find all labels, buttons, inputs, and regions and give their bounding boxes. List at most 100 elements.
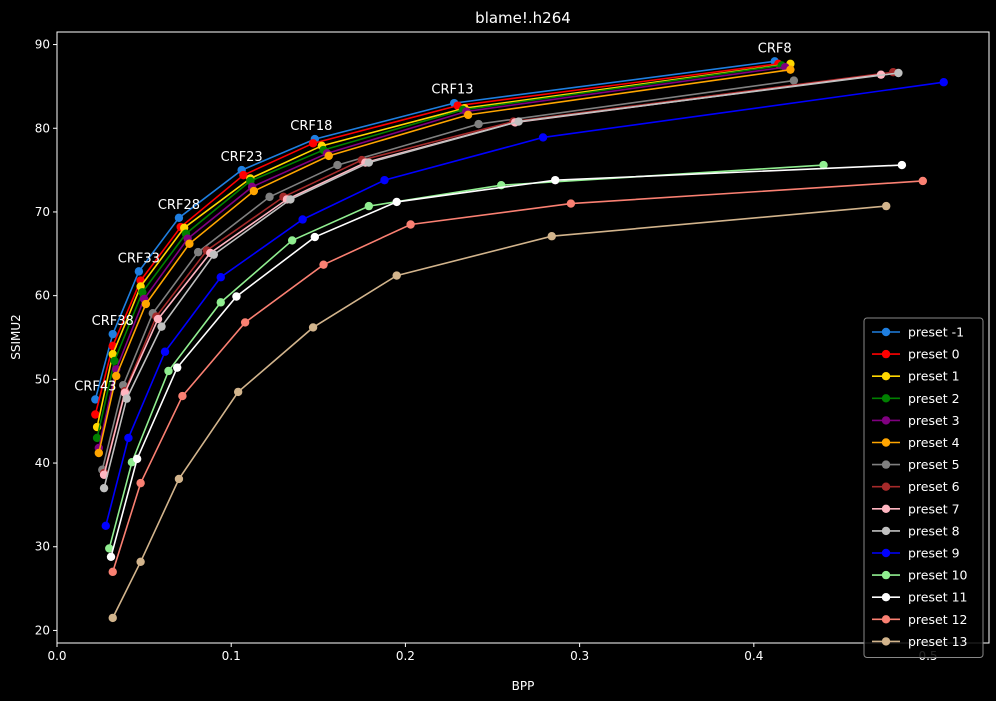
data-point: [918, 176, 928, 186]
legend: preset -1 preset 0 preset 1 preset 2 preset …: [863, 317, 984, 658]
series-line: [96, 63, 791, 428]
crf-annotation: CRF13: [431, 82, 473, 97]
data-point: [160, 347, 170, 356]
x-tick-label: 0.3: [570, 649, 589, 663]
data-point: [286, 195, 295, 204]
crf-annotations: CRF8 CRF13 CRF18 CRF23 CRF28 CRF33 CRF38 CRF43: [74, 41, 791, 394]
data-point: [185, 239, 194, 248]
series-line: [98, 68, 791, 454]
crf-annotation: CRF28: [158, 198, 200, 213]
plot-area: [91, 57, 948, 623]
data-point: [392, 271, 401, 280]
axes-frame: [56, 31, 990, 644]
data-point: [392, 197, 401, 207]
data-point: [265, 192, 274, 202]
legend-label: preset 4: [908, 435, 960, 450]
legend-item: preset 7: [872, 501, 960, 516]
y-tick-label: 40: [35, 456, 50, 470]
y-tick-label: 50: [35, 372, 50, 386]
data-point: [216, 273, 225, 282]
legend-swatch-marker: [881, 349, 891, 359]
y-tick-label: 80: [35, 121, 50, 135]
data-point: [249, 186, 259, 196]
data-point: [474, 119, 483, 129]
data-point: [105, 544, 114, 553]
legend-swatch-marker: [881, 438, 891, 447]
data-point: [157, 322, 166, 331]
data-point: [94, 448, 104, 458]
series-line: [96, 64, 782, 439]
legend-swatch-marker: [881, 526, 891, 536]
legend-box: [863, 317, 984, 658]
legend-swatch-marker: [881, 548, 891, 558]
data-point: [310, 232, 320, 242]
data-point: [232, 292, 241, 301]
data-point: [141, 299, 151, 309]
legend-item: preset 1: [872, 369, 960, 384]
data-point: [99, 483, 109, 493]
crf-annotation: CRF8: [758, 41, 792, 56]
data-point: [566, 199, 576, 208]
legend-swatch-marker: [881, 593, 891, 602]
data-point: [233, 387, 243, 397]
data-point: [108, 350, 117, 359]
series-line: [103, 72, 899, 489]
legend-swatch-marker: [881, 372, 891, 381]
series-line: [98, 66, 786, 449]
data-point: [324, 151, 333, 161]
x-axis-label: BPP: [512, 679, 535, 693]
data-point: [112, 371, 121, 381]
data-point: [136, 557, 145, 567]
legend-label: preset 7: [908, 501, 960, 516]
data-point: [882, 201, 891, 211]
data-point: [108, 567, 117, 577]
data-point: [193, 247, 203, 257]
legend-item: preset 12: [872, 612, 967, 627]
series-preset-13: [108, 201, 891, 623]
legend-swatch-marker: [881, 570, 891, 580]
series-preset-9: [101, 78, 948, 531]
y-tick-label: 70: [35, 205, 50, 219]
data-point: [333, 160, 342, 170]
data-point: [789, 76, 799, 85]
series-line: [108, 164, 824, 549]
legend-item: preset 11: [872, 590, 967, 605]
data-point: [108, 329, 117, 339]
legend-label: preset 3: [908, 413, 960, 428]
legend-label: preset 5: [908, 457, 960, 472]
data-point: [538, 133, 548, 142]
legend-item: preset 0: [872, 347, 960, 362]
crf-annotation: CRF18: [290, 119, 332, 134]
data-point: [364, 201, 374, 211]
legend-label: preset 1: [908, 369, 960, 384]
legend-item: preset 13: [872, 634, 967, 649]
series-line: [101, 79, 794, 470]
legend-item: preset -1: [872, 325, 964, 340]
legend-label: preset 6: [908, 479, 960, 494]
data-point: [91, 410, 100, 419]
data-point: [239, 170, 248, 180]
series-preset-12: [108, 176, 928, 577]
data-point: [939, 78, 948, 87]
data-point: [308, 139, 318, 148]
data-point: [106, 552, 116, 561]
data-point: [406, 220, 415, 229]
data-point: [894, 68, 903, 78]
y-tick-label: 90: [35, 38, 50, 52]
data-point: [319, 260, 328, 269]
legend-label: preset 11: [908, 590, 967, 605]
data-point: [786, 65, 795, 74]
legend-label: preset 13: [908, 634, 967, 649]
legend-swatch-marker: [881, 416, 891, 425]
legend-swatch-marker: [881, 637, 891, 646]
data-point: [153, 314, 163, 324]
data-point: [122, 394, 131, 403]
data-point: [173, 363, 182, 372]
data-point: [92, 433, 102, 443]
y-axis-label: SSIMU2: [9, 314, 23, 360]
data-point: [216, 298, 225, 307]
data-point: [463, 110, 473, 120]
series-line: [111, 180, 923, 573]
data-point: [138, 288, 147, 297]
